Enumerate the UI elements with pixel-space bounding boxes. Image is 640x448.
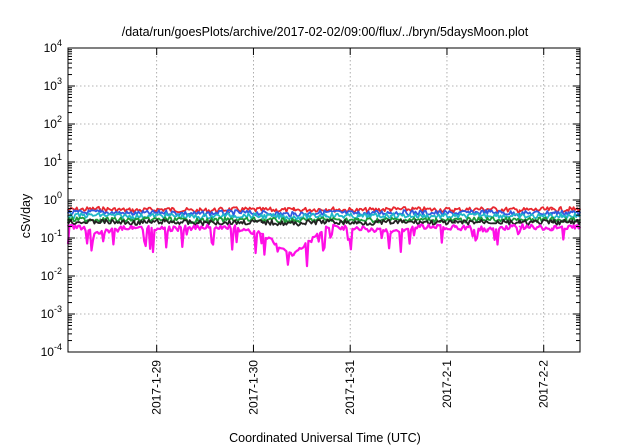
series-point <box>389 214 392 217</box>
series-point <box>228 221 231 224</box>
series-point <box>550 221 553 224</box>
series-point <box>454 212 456 215</box>
series-point <box>325 211 327 214</box>
x-tick-label: 2017-1-29 <box>150 360 164 415</box>
series-point <box>292 222 295 225</box>
series-point <box>163 214 166 217</box>
series-point <box>228 214 231 217</box>
x-tick-label: 2017-2-2 <box>537 360 551 408</box>
series-point <box>357 221 360 224</box>
series-point <box>131 212 134 215</box>
series-point <box>163 220 166 223</box>
series-point <box>486 211 489 214</box>
series-line <box>67 212 581 221</box>
series-point <box>421 215 424 217</box>
series-point <box>99 218 102 221</box>
series-point <box>389 208 392 211</box>
series-point <box>196 226 198 229</box>
series-point <box>421 221 424 224</box>
series-point <box>421 211 424 214</box>
series-point <box>518 209 521 212</box>
series-point <box>131 225 134 228</box>
series-point <box>260 215 263 217</box>
y-tick-label: 101 <box>44 152 62 169</box>
series-point <box>292 254 295 257</box>
series-point <box>228 225 231 228</box>
y-tick-label: 100 <box>44 190 62 207</box>
series-point <box>454 208 456 211</box>
series-point <box>196 213 198 215</box>
series-point <box>421 218 424 221</box>
series-point <box>196 220 198 222</box>
y-tick-label: 102 <box>44 114 62 131</box>
series-point <box>196 209 198 212</box>
series-point <box>325 220 327 223</box>
series-point <box>131 215 134 218</box>
series-point <box>357 215 360 218</box>
series-point <box>389 211 392 214</box>
series-point <box>99 211 102 214</box>
series-point <box>196 221 198 224</box>
series-point <box>454 226 456 229</box>
series-point <box>99 231 102 234</box>
series-point <box>486 214 489 217</box>
y-tick-label: 103 <box>44 76 62 93</box>
series-line <box>67 218 581 227</box>
x-tick-labels: 2017-1-29 2017-1-30 2017-1-31 2017-2-1 2017-… <box>150 360 551 415</box>
series-point <box>163 208 166 211</box>
series-point <box>196 215 198 218</box>
series-point <box>454 215 456 218</box>
y-tick-label: 10-1 <box>41 228 62 245</box>
series-point <box>99 214 102 217</box>
series-point <box>131 221 134 224</box>
series-point <box>325 214 327 217</box>
x-tick-label: 2017-1-30 <box>246 360 260 415</box>
series-point <box>325 225 327 228</box>
series-point <box>518 221 521 224</box>
series-point <box>486 208 489 210</box>
series-point <box>550 227 553 230</box>
series-point <box>292 209 295 212</box>
series-point <box>292 213 295 216</box>
series-point <box>260 221 263 224</box>
series-line <box>66 223 581 268</box>
y-tick-label: 10-4 <box>41 342 62 359</box>
series-point <box>550 215 553 217</box>
series-point <box>292 216 295 219</box>
series-point <box>357 227 360 230</box>
series-point <box>518 215 521 218</box>
series-point <box>163 228 166 231</box>
series-layer <box>66 205 581 268</box>
y-tick-labels: 10-4 10-3 10-2 10-1 100 101 102 103 104 <box>41 38 62 359</box>
x-tick-label: 2017-2-1 <box>440 360 454 408</box>
x-tick-label: 2017-1-31 <box>343 360 357 415</box>
y-axis-label: cSv/day <box>19 193 33 238</box>
grid-lines <box>68 48 580 352</box>
y-tick-label: 10-3 <box>41 304 62 321</box>
x-axis-label: Coordinated Universal Time (UTC) <box>229 431 421 445</box>
series-point <box>131 209 134 212</box>
series-point <box>421 208 424 211</box>
series-point <box>99 220 102 223</box>
series-point <box>454 221 456 224</box>
series-point <box>389 230 392 233</box>
series-point <box>486 228 489 231</box>
chart-title: /data/run/goesPlots/archive/2017-02-02/0… <box>122 25 529 39</box>
series-point <box>518 225 521 228</box>
series-point <box>518 212 521 215</box>
series-point <box>550 208 553 211</box>
series-point <box>163 211 166 214</box>
series-point <box>421 225 424 228</box>
series-point <box>486 218 489 221</box>
series-point <box>260 208 263 211</box>
tick-marks <box>68 47 580 353</box>
y-tick-label: 10-2 <box>41 266 62 283</box>
series-point <box>389 221 392 224</box>
series-point <box>550 211 553 214</box>
series-point <box>486 220 489 223</box>
series-point <box>260 232 263 235</box>
y-tick-label: 104 <box>44 38 62 55</box>
series-point <box>325 208 327 210</box>
